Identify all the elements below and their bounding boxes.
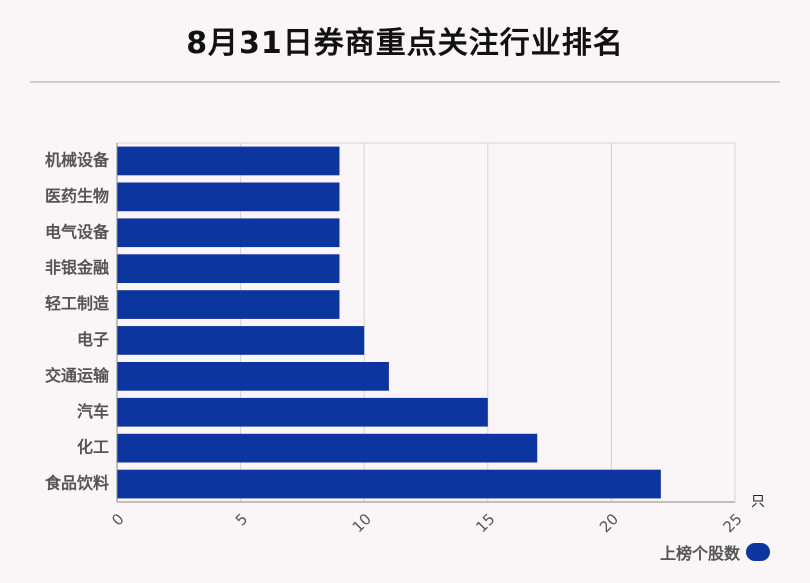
bar-电子: [117, 326, 365, 355]
category-label-食品饮料: 食品饮料: [44, 474, 109, 493]
bar-轻工制造: [117, 290, 340, 319]
x-tick-label-25: 25: [720, 510, 746, 536]
bar-非银金融: [117, 254, 340, 284]
x-tick-label-5: 5: [232, 510, 251, 529]
legend-swatch: [746, 543, 770, 561]
bar-食品饮料: [117, 469, 661, 499]
legend[interactable]: 上榜个股数: [660, 540, 770, 564]
category-label-汽车: 汽车: [77, 402, 109, 421]
bar-交通运输: [117, 361, 389, 391]
bar-电气设备: [117, 218, 340, 248]
x-tick-label-0: 0: [108, 510, 127, 529]
x-unit-label: 只: [751, 494, 765, 510]
chart-title: 8月31日券商重点关注行业排名: [186, 26, 624, 61]
category-label-电气设备: 电气设备: [45, 222, 110, 241]
bar-机械设备: [117, 146, 340, 176]
bar-汽车: [117, 397, 488, 427]
category-label-医药生物: 医药生物: [45, 186, 109, 205]
x-tick-label-20: 20: [596, 510, 622, 536]
category-label-机械设备: 机械设备: [45, 150, 110, 169]
category-label-轻工制造: 轻工制造: [45, 294, 110, 313]
x-tick-label-15: 15: [472, 510, 498, 536]
bar-医药生物: [117, 182, 340, 212]
category-label-交通运输: 交通运输: [45, 366, 110, 385]
x-tick-label-10: 10: [349, 510, 375, 536]
category-label-电子: 电子: [77, 330, 109, 349]
title-divider: [30, 81, 780, 83]
bar-化工: [117, 433, 538, 463]
legend-label: 上榜个股数: [659, 544, 740, 563]
category-label-非银金融: 非银金融: [45, 258, 109, 277]
category-label-化工: 化工: [77, 438, 109, 457]
